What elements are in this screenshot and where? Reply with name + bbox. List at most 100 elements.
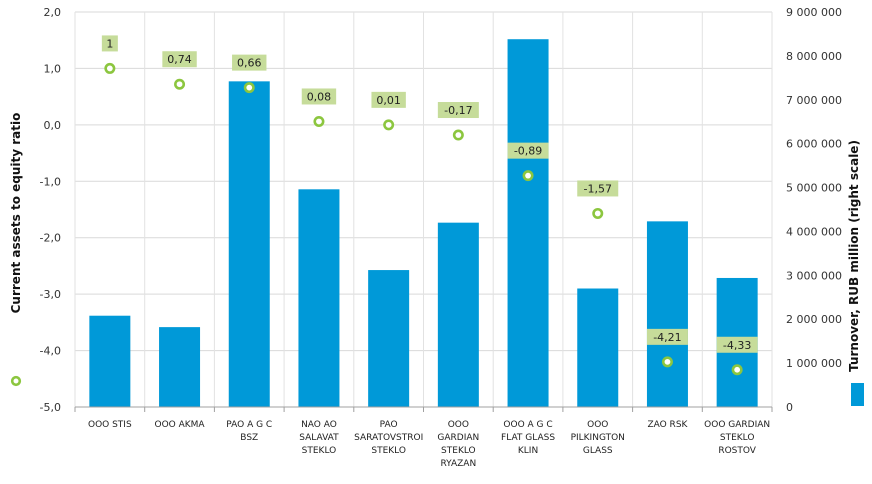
legend: Current assets to equity ratio Turnover,… [9, 113, 864, 406]
x-category-label-line: STEKLO [302, 446, 337, 456]
ratio-point [522, 170, 534, 182]
y-left-tick-label: -2,0 [40, 232, 61, 245]
x-category-label-line: KLIN [518, 446, 538, 456]
ratio-data-label: -4,33 [723, 339, 751, 352]
x-category-label-line: GLASS [583, 446, 613, 456]
y-right-tick-label: 2 000 000 [786, 313, 842, 326]
ratio-point [592, 207, 604, 219]
x-category-label-line: ООО STIS [88, 420, 132, 430]
x-category-label-line: OOO [448, 420, 469, 430]
x-category-label-line: GARDIAN [437, 433, 479, 443]
x-category-label-line: STEKLO [720, 433, 755, 443]
x-category-label: OOO GARDIAN STEKLO ROSTOV [704, 420, 770, 456]
x-category-label-line: ROSTOV [718, 446, 756, 456]
ratio-point [313, 115, 325, 127]
ratio-data-label: -4,21 [653, 331, 681, 344]
ratio-data-label-bg [232, 54, 267, 71]
turnover-bar [298, 189, 340, 407]
ratio-point [383, 119, 395, 131]
x-category-label-line: OOO GARDIAN [704, 420, 770, 430]
y-left-tick-label: 1,0 [44, 62, 62, 75]
y-left-tick-label: -3,0 [40, 288, 61, 301]
x-category-label-line: OOO [587, 420, 608, 430]
x-category-label-line: PAO [380, 420, 398, 430]
turnover-bar [89, 315, 131, 407]
y-right-tick-label: 6 000 000 [786, 138, 842, 151]
y-right-tick-label: 4 000 000 [786, 225, 842, 238]
x-category-label-line: SARATOVSTROI [354, 433, 423, 443]
bars [89, 39, 758, 407]
x-category-label-line: OOO A G C [503, 420, 552, 430]
data-labels: 1 0,74 0,66 0,08 0,01 -0,17 -0,89 -1,57 -4,21 -4,… [101, 35, 758, 353]
x-category-label: NAO AO SALAVAT STEKLO [299, 420, 339, 456]
y-right-tick-label: 3 000 000 [786, 269, 842, 282]
y-left-tick-label: 2,0 [44, 6, 62, 19]
ratio-data-label-bg [371, 91, 406, 108]
ratio-data-label-bg [507, 142, 549, 159]
y-right-tick-label: 5 000 000 [786, 182, 842, 195]
x-category-label-line: ZAO RSK [647, 420, 688, 430]
ratio-point [174, 78, 186, 90]
y-right-axis-title: Turnover, RUB million (right scale) [847, 140, 861, 372]
x-category-label: OOO GARDIAN STEKLO RYAZAN [437, 420, 479, 469]
x-category-label-line: PILKINGTON [571, 433, 625, 443]
y-right-tick-label: 1 000 000 [786, 357, 842, 370]
turnover-bar [159, 327, 201, 407]
ratio-data-label: 0,74 [167, 53, 192, 66]
x-category-label: ZAO RSK [647, 420, 688, 430]
ratio-point [104, 62, 116, 74]
turnover-bar [368, 270, 410, 407]
ratio-data-label-bg [646, 328, 688, 345]
x-category-label-line: FLAT GLASS [501, 433, 555, 443]
turnover-bar [228, 81, 270, 407]
x-category-label-line: SALAVAT [299, 433, 339, 443]
ratio-data-label-bg [577, 180, 619, 197]
ratio-data-label-bg [437, 102, 479, 119]
grid [74, 11, 773, 408]
y-right-tick-label: 9 000 000 [786, 6, 842, 19]
x-category-label-line: RYAZAN [440, 459, 476, 469]
turnover-bar [437, 222, 479, 407]
ratio-point [661, 356, 673, 368]
ratio-data-label-bg [716, 336, 758, 353]
y-left-legend-marker [10, 375, 22, 387]
x-category-label-line: STEKLO [371, 446, 406, 456]
axes: 2,0 1,0 0,0 -1,0 -2,0 -3,0 -4,0 -5,0 9 000 000 8 … [40, 6, 842, 469]
y-right-tick-label: 8 000 000 [786, 50, 842, 63]
x-category-label: OOO PILKINGTON GLASS [571, 420, 625, 456]
x-category-label-line: PAO A G C [226, 420, 272, 430]
points [104, 62, 743, 376]
ratio-point [243, 82, 255, 94]
turnover-bar [646, 221, 688, 407]
x-category-label: PAO SARATOVSTROI STEKLO [354, 420, 423, 456]
x-category-label-line: STEKLO [441, 446, 476, 456]
x-category-label: ООО STIS [88, 420, 132, 430]
y-left-tick-label: 0,0 [44, 119, 62, 132]
turnover-bar [577, 288, 619, 407]
y-left-tick-label: -4,0 [40, 345, 61, 358]
y-left-axis-title: Current assets to equity ratio [9, 113, 23, 314]
x-category-label: PAO A G C BSZ [226, 420, 272, 443]
x-category-label-line: NAO AO [301, 420, 337, 430]
ratio-data-label: -0,89 [514, 145, 542, 158]
ratio-data-label-bg [162, 51, 197, 68]
ratio-data-label: 1 [106, 37, 113, 50]
ratio-data-label: 0,01 [376, 94, 401, 107]
y-left-tick-label: -5,0 [40, 401, 61, 414]
ratio-data-label: -0,17 [444, 104, 472, 117]
ratio-data-label-bg [301, 88, 337, 105]
turnover-bar [507, 39, 549, 407]
y-right-tick-label: 0 [786, 401, 793, 414]
x-category-label: OOO A G C FLAT GLASS KLIN [501, 420, 555, 456]
ratio-data-label: 0,08 [307, 90, 332, 103]
ratio-point [452, 129, 464, 141]
ratio-data-label: -1,57 [584, 182, 612, 195]
x-category-label-line: BSZ [240, 433, 258, 443]
x-category-label: ООО AKMA [155, 420, 206, 430]
x-category-label-line: ООО AKMA [155, 420, 206, 430]
y-right-legend-marker [851, 383, 864, 406]
y-left-tick-label: -1,0 [40, 175, 61, 188]
y-right-tick-label: 7 000 000 [786, 94, 842, 107]
